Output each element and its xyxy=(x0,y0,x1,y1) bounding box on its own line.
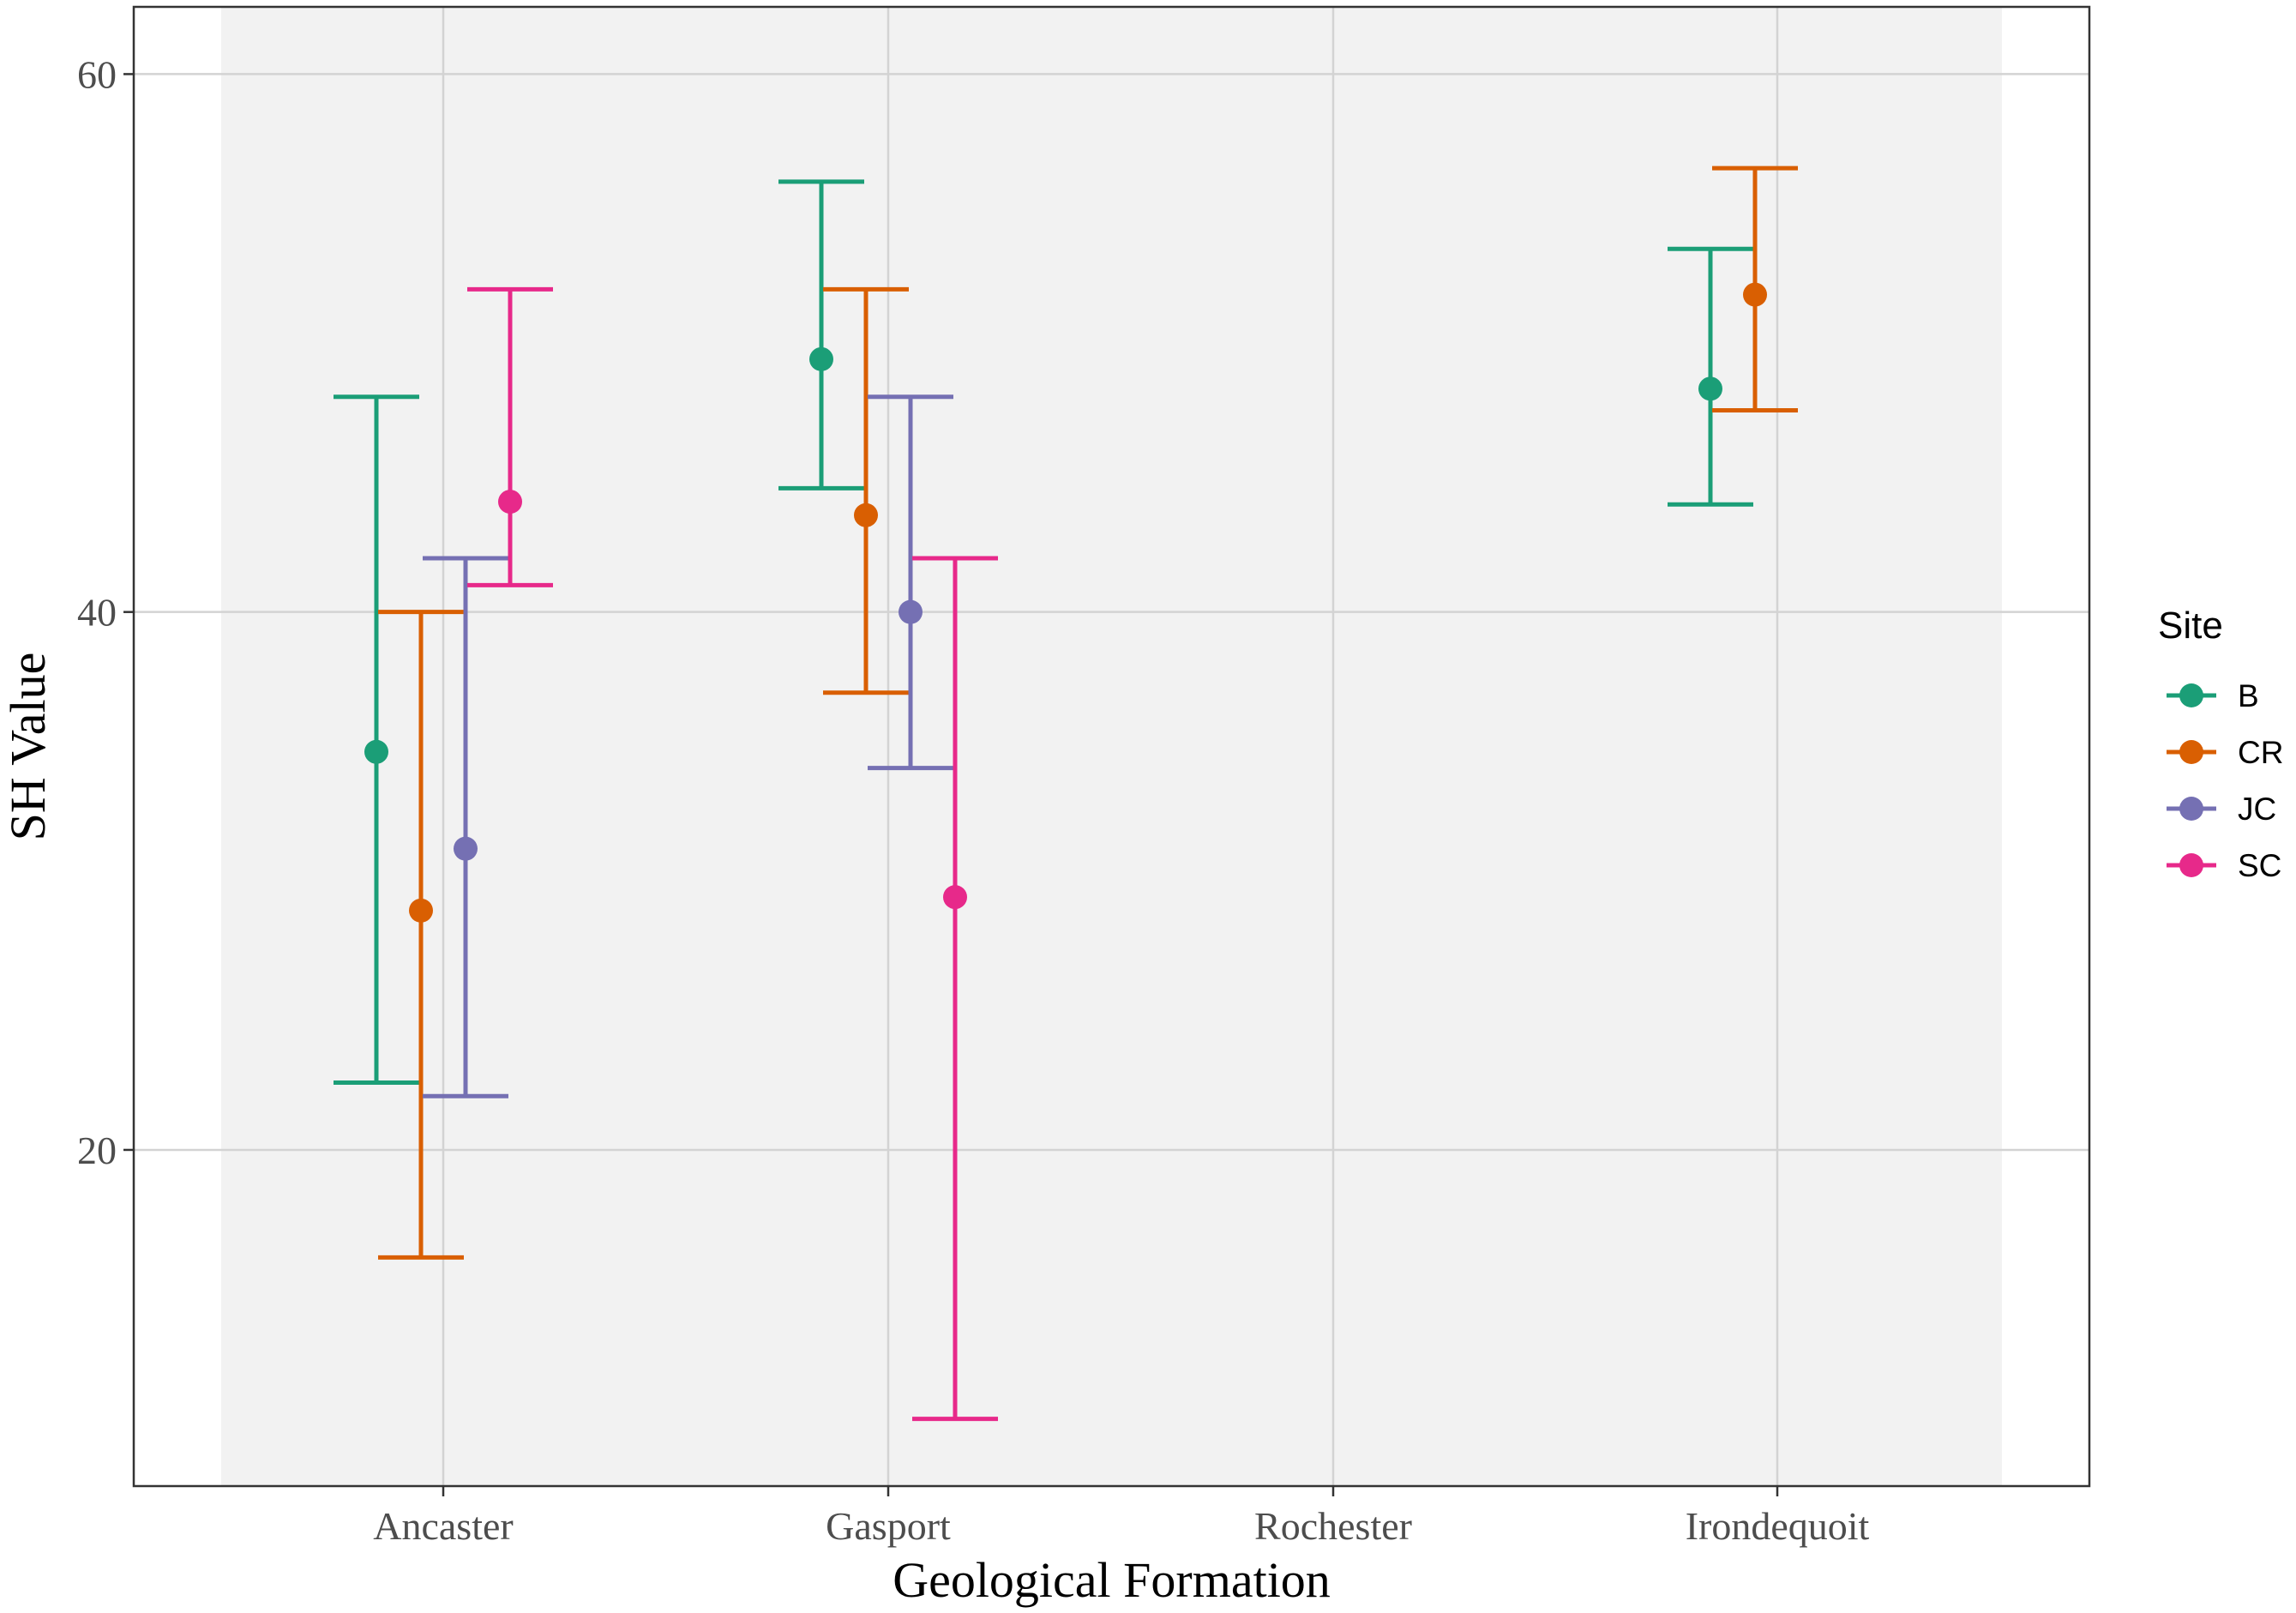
legend-title: Site xyxy=(2158,605,2223,647)
errorbar-sc-ancaster-mean-point xyxy=(498,490,522,515)
legend-label-sc: SC xyxy=(2238,848,2281,883)
legend-label-cr: CR xyxy=(2238,735,2283,770)
errorbar-jc-ancaster-mean-point xyxy=(454,836,478,861)
plot-panel-background xyxy=(221,7,2002,1486)
errorbar-b-ancaster-mean-point xyxy=(364,739,388,764)
y-tick-label-20: 20 xyxy=(77,1128,117,1172)
plot-border xyxy=(132,5,2091,1488)
legend-item-cr: CR xyxy=(2167,735,2283,770)
series-b xyxy=(334,179,1753,1086)
series-sc xyxy=(467,286,998,1422)
series-jc xyxy=(423,394,953,1098)
x-tick-label-gasport: Gasport xyxy=(826,1504,951,1548)
axis-ticks: 20 40 60 Ancaster Gasport Rochester Irondequoi… xyxy=(77,52,1870,1548)
legend-item-sc: SC xyxy=(2167,848,2281,883)
errorbar-marks xyxy=(334,166,1798,1422)
errorbar-jc-gasport-mean-point xyxy=(899,599,923,624)
legend-item-b: B xyxy=(2167,678,2259,713)
errorbar-cr-gasport-mean-point xyxy=(854,503,878,527)
y-tick-label-60: 60 xyxy=(77,52,117,96)
legend-key-point-b xyxy=(2179,683,2203,707)
errorbar-cr-irondequoit-mean-point xyxy=(1743,282,1767,307)
legend-item-jc: JC xyxy=(2167,791,2276,827)
errorbar-b-irondequoit-mean-point xyxy=(1698,376,1722,401)
legend: Site B CR JC SC xyxy=(2158,605,2283,883)
x-tick-label-ancaster: Ancaster xyxy=(373,1504,513,1548)
series-cr xyxy=(378,166,1798,1260)
legend-key-point-jc xyxy=(2179,797,2203,821)
legend-label-b: B xyxy=(2238,678,2259,713)
x-tick-label-rochester: Rochester xyxy=(1254,1504,1412,1548)
errorbar-cr-ancaster-mean-point xyxy=(409,898,433,923)
y-axis-title: SH Value xyxy=(0,653,56,841)
legend-items: B CR JC SC xyxy=(2167,678,2283,883)
errorbar-b-gasport-mean-point xyxy=(809,346,833,371)
legend-key-point-sc xyxy=(2179,853,2203,877)
x-axis-title: Geological Formation xyxy=(893,1552,1331,1608)
y-tick-label-40: 40 xyxy=(77,591,117,635)
errorbar-sc-gasport-mean-point xyxy=(943,885,967,910)
legend-key-point-cr xyxy=(2179,740,2203,764)
legend-label-jc: JC xyxy=(2238,791,2276,827)
x-tick-label-irondequoit: Irondequoit xyxy=(1686,1504,1870,1548)
